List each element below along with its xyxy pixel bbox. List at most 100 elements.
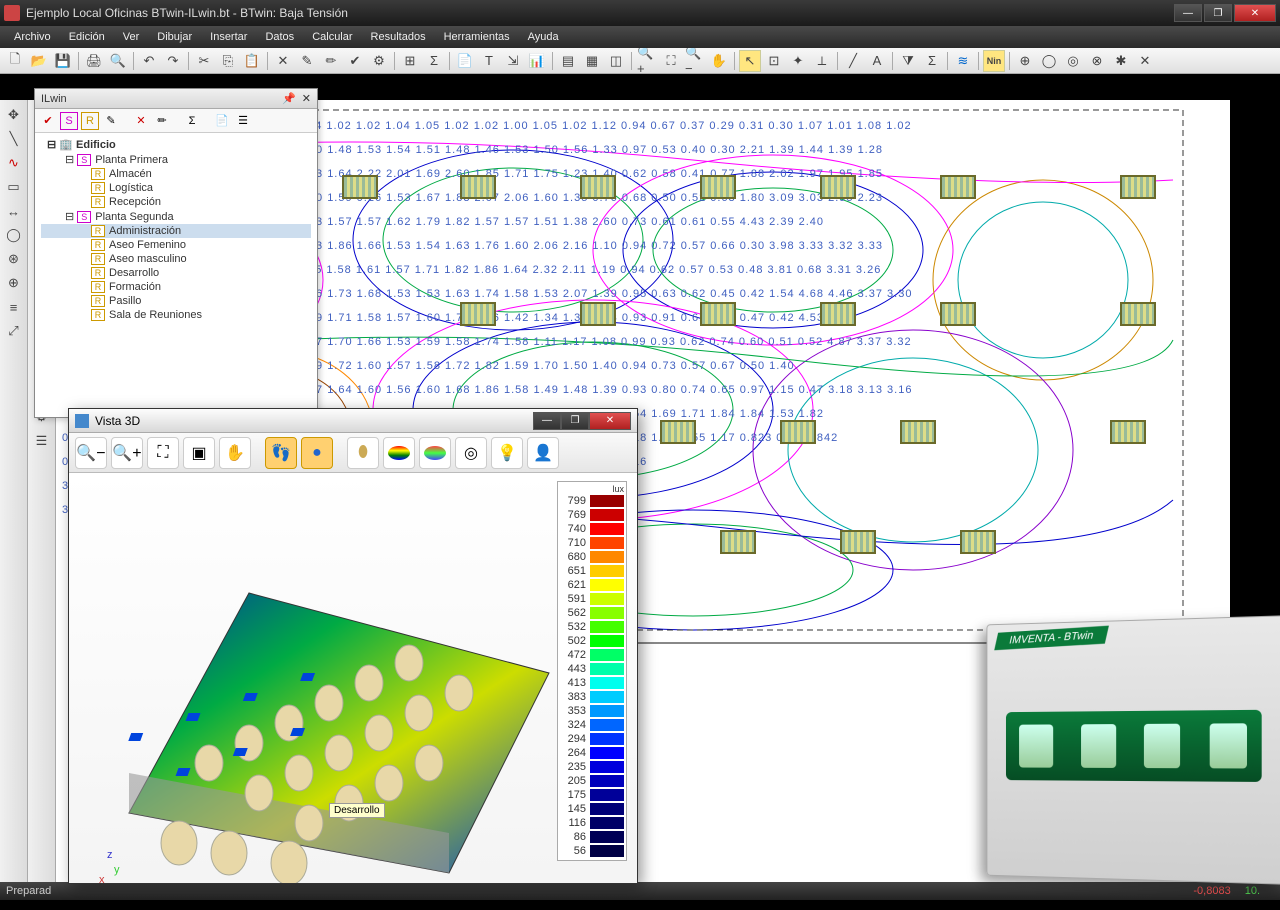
circle1-icon[interactable]: ◯ [1038, 50, 1060, 72]
luminaire-icon[interactable] [1120, 175, 1156, 199]
tree-delete-icon[interactable]: ✕ [132, 112, 150, 130]
grid-icon[interactable]: ⊞ [399, 50, 421, 72]
sigma-icon[interactable]: Σ [423, 50, 445, 72]
edit-icon[interactable]: ✎ [296, 50, 318, 72]
luminaire-icon[interactable] [780, 420, 816, 444]
vista-walk-icon[interactable]: 👣 [265, 437, 297, 469]
menu-resultados[interactable]: Resultados [363, 29, 434, 45]
tree-check-icon[interactable]: ✔ [39, 112, 57, 130]
dim-icon[interactable]: ↔ [3, 200, 25, 222]
vista-pan-icon[interactable]: ✋ [219, 437, 251, 469]
luminaire-icon[interactable] [660, 420, 696, 444]
table-icon[interactable]: ▦ [581, 50, 603, 72]
menu-ayuda[interactable]: Ayuda [520, 29, 567, 45]
vista-frame-icon[interactable]: ▣ [183, 437, 215, 469]
ellipse-icon[interactable]: ◯ [3, 224, 25, 246]
tree-node[interactable]: RSala de Reuniones [41, 308, 311, 322]
tree-s-icon[interactable]: S [60, 112, 78, 130]
render-icon[interactable]: ≋ [952, 50, 974, 72]
tree-report-icon[interactable]: 📄 [213, 112, 231, 130]
menu-dibujar[interactable]: Dibujar [149, 29, 200, 45]
layers-icon[interactable]: ▤ [557, 50, 579, 72]
luminaire-icon[interactable] [820, 175, 856, 199]
vista-3d-canvas[interactable]: x y z Desarrollo lux 7997697407106806516… [69, 473, 637, 883]
vista-contour2-icon[interactable]: ◎ [455, 437, 487, 469]
luminaire-icon[interactable] [700, 302, 736, 326]
tree-node[interactable]: RAseo masculino [41, 252, 311, 266]
vista-egg-icon[interactable]: ⬮ [347, 437, 379, 469]
menu-insertar[interactable]: Insertar [202, 29, 255, 45]
luminaire-icon[interactable] [720, 530, 756, 554]
paste-icon[interactable]: 📋 [241, 50, 263, 72]
chart-icon[interactable]: 📊 [526, 50, 548, 72]
tree-list-icon[interactable]: ☰ [234, 112, 252, 130]
menu-edición[interactable]: Edición [61, 29, 113, 45]
tree-node[interactable]: ⊟ SPlanta Segunda [41, 209, 311, 224]
tree-r-icon[interactable]: R [81, 112, 99, 130]
save-icon[interactable]: 💾 [52, 50, 74, 72]
move-icon[interactable]: ✥ [3, 104, 25, 126]
pan-icon[interactable]: ✋ [708, 50, 730, 72]
vista-zoomin-icon[interactable]: 🔍+ [111, 437, 143, 469]
new-icon[interactable]: 🗋 [4, 50, 26, 72]
nin-icon[interactable]: Nin [983, 50, 1005, 72]
annotate-icon[interactable]: A [866, 50, 888, 72]
cut-icon[interactable]: ✂ [193, 50, 215, 72]
vista-sphere-icon[interactable]: ● [301, 437, 333, 469]
tree-node[interactable]: RAseo Femenino [41, 238, 311, 252]
tool-icon[interactable]: ⚙ [368, 50, 390, 72]
sigma2-icon[interactable]: Σ [921, 50, 943, 72]
target-icon[interactable]: ⊕ [1014, 50, 1036, 72]
vista-min-button[interactable]: — [533, 412, 561, 430]
tree-rename-icon[interactable]: ✏ [153, 112, 171, 130]
report-icon[interactable]: 📄 [454, 50, 476, 72]
snap-grid-icon[interactable]: ⊡ [763, 50, 785, 72]
draw-line-icon[interactable]: ╱ [842, 50, 864, 72]
luminaire-icon[interactable] [580, 302, 616, 326]
text-icon[interactable]: T [478, 50, 500, 72]
pin-icon[interactable]: 📌 [282, 92, 296, 105]
luminaire-icon[interactable] [1110, 420, 1146, 444]
luminaire-icon[interactable] [460, 302, 496, 326]
align-icon[interactable]: ≡ [3, 296, 25, 318]
close-button[interactable]: ✕ [1234, 4, 1276, 22]
zoom-in-icon[interactable]: 🔍+ [636, 50, 658, 72]
zoom-out-icon[interactable]: 🔍− [684, 50, 706, 72]
luminaire-icon[interactable] [840, 530, 876, 554]
vista-person-icon[interactable]: 👤 [527, 437, 559, 469]
export-icon[interactable]: ⇲ [502, 50, 524, 72]
luminaire-icon[interactable] [820, 302, 856, 326]
menu-herramientas[interactable]: Herramientas [436, 29, 518, 45]
luminaire-icon[interactable] [460, 175, 496, 199]
luminaire-icon[interactable] [342, 175, 378, 199]
tree-sum-icon[interactable]: Σ [183, 112, 201, 130]
circle2-icon[interactable]: ◎ [1062, 50, 1084, 72]
luminaire-icon[interactable] [960, 530, 996, 554]
vista-contour1-icon[interactable] [419, 437, 451, 469]
pencil-icon[interactable]: ✏ [320, 50, 342, 72]
center-icon[interactable]: ⊕ [3, 272, 25, 294]
tree-root[interactable]: ⊟ 🏢 Edificio [41, 137, 311, 152]
print-icon[interactable]: 🖨 [83, 50, 105, 72]
preview-icon[interactable]: 🔍 [107, 50, 129, 72]
line-icon[interactable]: ╲ [3, 128, 25, 150]
snap-point-icon[interactable]: ✦ [787, 50, 809, 72]
tree-node[interactable]: RAdministración [41, 224, 311, 238]
ortho-icon[interactable]: ⟂ [811, 50, 833, 72]
rect-icon[interactable]: ▭ [3, 176, 25, 198]
circle3-icon[interactable]: ⊗ [1086, 50, 1108, 72]
tree-node[interactable]: RPasillo [41, 294, 311, 308]
luminaire-icon[interactable] [700, 175, 736, 199]
luminaire-icon[interactable] [580, 175, 616, 199]
menu-ver[interactable]: Ver [115, 29, 148, 45]
redo-icon[interactable]: ↷ [162, 50, 184, 72]
vista-close-button[interactable]: ✕ [589, 412, 631, 430]
luminaire-icon[interactable] [900, 420, 936, 444]
menu-datos[interactable]: Datos [257, 29, 302, 45]
menu-calcular[interactable]: Calcular [304, 29, 360, 45]
polyline-icon[interactable]: ∿ [3, 152, 25, 174]
vista-zoomfit-icon[interactable]: ⛶ [147, 437, 179, 469]
tree-node[interactable]: RDesarrollo [41, 266, 311, 280]
vista-lamp-icon[interactable]: 💡 [491, 437, 523, 469]
vista-max-button[interactable]: ❐ [561, 412, 589, 430]
